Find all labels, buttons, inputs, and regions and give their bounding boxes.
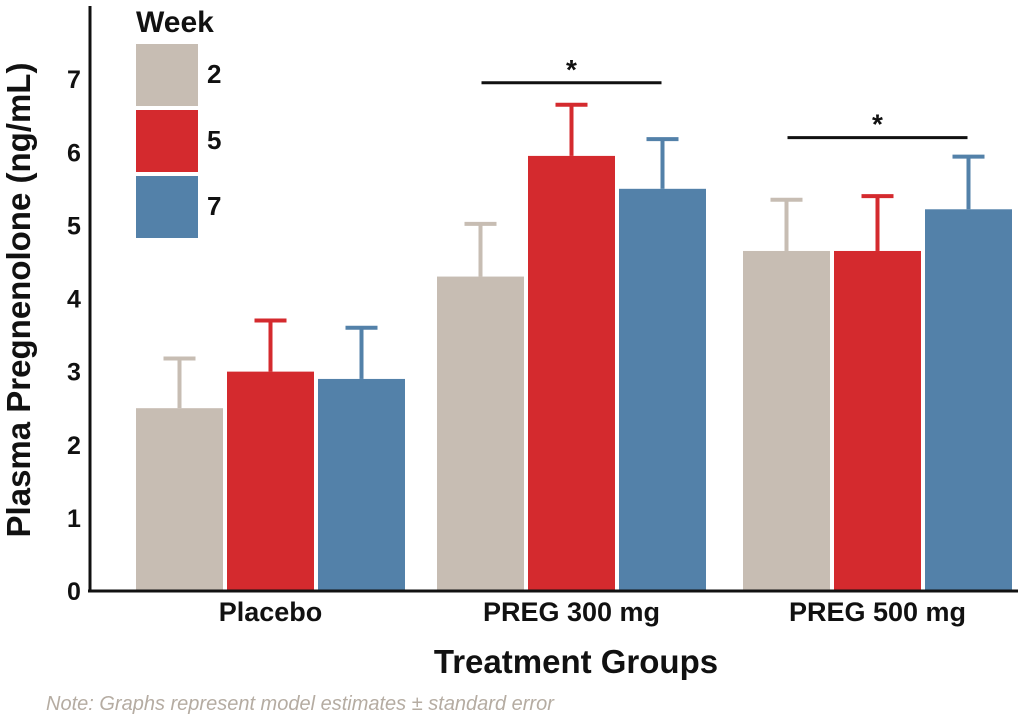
legend: Week 2 5 7 [136,6,221,238]
bar-preg-500-mg-week-7 [925,209,1012,591]
legend-label-week-5: 5 [207,125,221,155]
y-tick-label-3: 3 [67,359,81,387]
y-tick-label-4: 4 [67,286,81,314]
x-tick-label-placebo: Placebo [219,597,323,627]
bar-preg-300-mg-week-5 [528,155,615,591]
y-tick-label-6: 6 [67,139,81,167]
x-tick-label-preg-300-mg: PREG 300 mg [483,597,660,627]
y-tick-label-0: 0 [67,578,81,606]
y-axis-ticks: 0 1 2 3 4 5 6 7 [67,66,81,606]
x-axis-title: Treatment Groups [434,643,718,680]
legend-swatch-week-7 [136,176,198,238]
legend-swatch-week-2 [136,44,198,106]
error-bars [163,102,985,409]
legend-label-week-2: 2 [207,59,221,89]
bar-preg-500-mg-week-2 [743,250,830,591]
legend-label-week-7: 7 [207,191,221,221]
bar-placebo-week-7 [318,378,405,591]
y-tick-label-7: 7 [67,66,81,94]
significance-star-preg-300-mg: * [566,54,577,85]
y-axis-title: Plasma Pregnenolone (ng/mL) [0,63,37,538]
significance-markers: ** [481,54,968,140]
y-tick-label-1: 1 [67,505,81,533]
bar-preg-300-mg-week-2 [437,276,524,591]
legend-swatch-week-5 [136,110,198,172]
x-axis-categories: Placebo PREG 300 mg PREG 500 mg [219,597,966,627]
bar-placebo-week-2 [136,408,223,591]
significance-star-preg-500-mg: * [872,109,883,140]
y-tick-label-5: 5 [67,212,81,240]
bar-preg-300-mg-week-7 [619,188,706,591]
x-tick-label-preg-500-mg: PREG 500 mg [789,597,966,627]
bars [136,155,1012,591]
bar-preg-500-mg-week-5 [834,250,921,591]
y-tick-label-2: 2 [67,432,81,460]
legend-title: Week [136,6,214,39]
footnote: Note: Graphs represent model estimates ±… [46,693,555,715]
bar-placebo-week-5 [227,371,314,591]
